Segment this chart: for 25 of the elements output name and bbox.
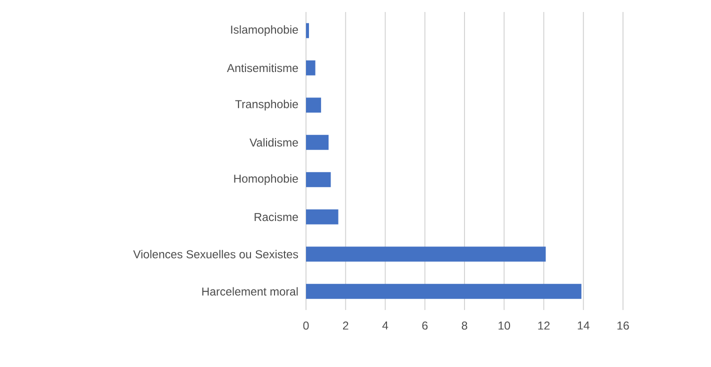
bar [306, 60, 316, 76]
x-tick-label: 8 [462, 322, 468, 330]
bar [306, 172, 331, 188]
y-tick-label: Homophobie [234, 174, 298, 185]
bar [306, 209, 338, 224]
x-tick-label: 2 [343, 322, 348, 330]
x-tick-label: 6 [422, 322, 428, 330]
x-tick-label: 10 [498, 322, 510, 330]
x-tick-label: 0 [303, 322, 309, 330]
y-tick-label: Antisemitisme [226, 64, 298, 72]
x-tick-label: 16 [617, 322, 629, 330]
x-tick-label: 4 [382, 322, 388, 330]
y-tick-label: Validisme [250, 138, 298, 147]
bar [306, 246, 546, 262]
x-tick-label: 12 [538, 322, 550, 330]
y-tick-label: Transphobie [235, 100, 298, 110]
x-tick-label: 14 [578, 322, 590, 330]
bar [306, 98, 322, 113]
bar [306, 134, 329, 150]
bar [306, 284, 582, 299]
y-tick-label: Violences Sexuelles ou Sexistes [133, 250, 298, 258]
bar [306, 23, 309, 38]
y-tick-label: Racisme [254, 212, 298, 222]
y-tick-label: Islamophobie [231, 25, 298, 36]
y-tick-label: Harcelement moral [202, 287, 298, 296]
